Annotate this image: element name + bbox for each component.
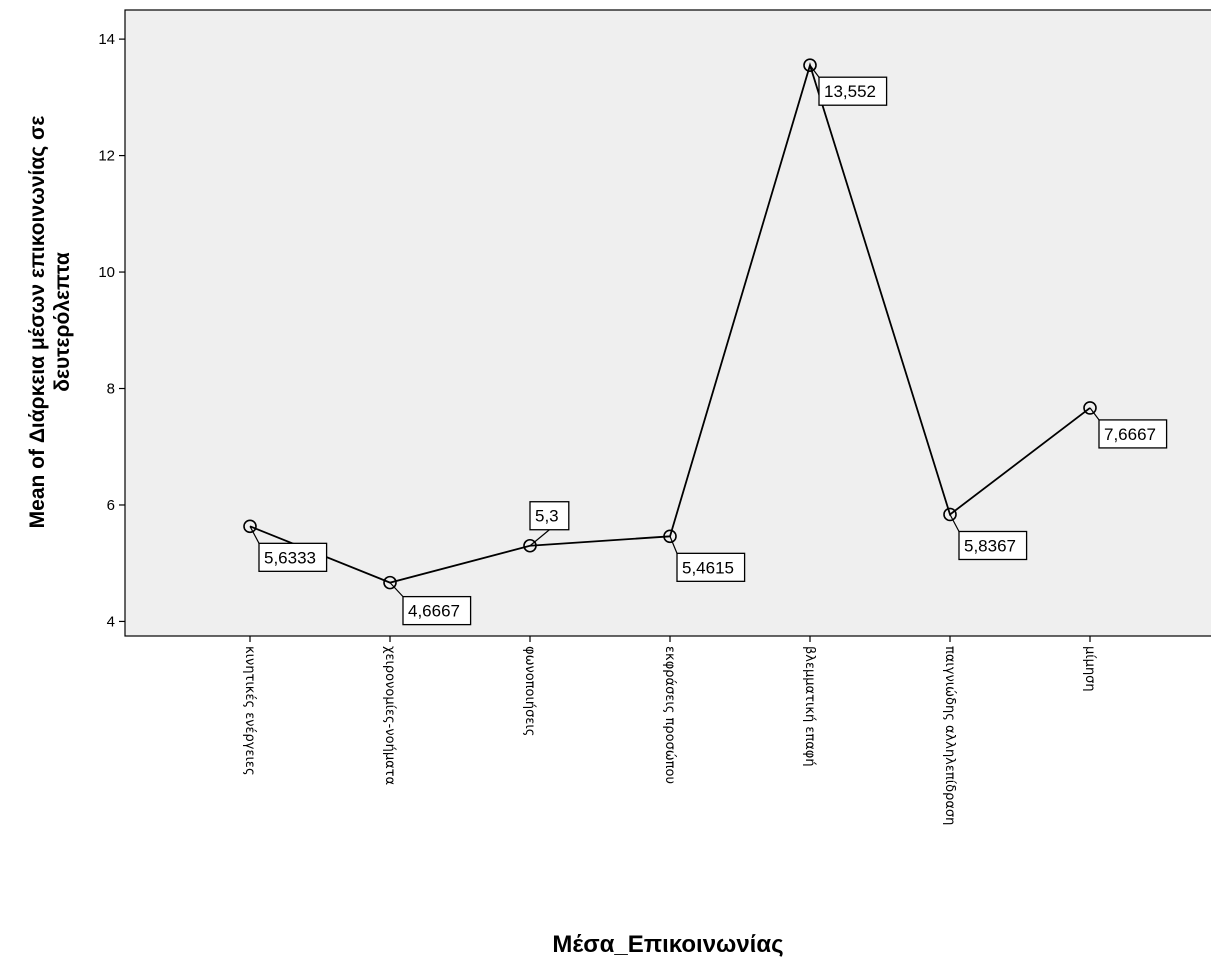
y-tick-label: 14 [98, 31, 115, 48]
data-label: 13,552 [824, 82, 876, 101]
data-label-box [676, 552, 746, 582]
data-point-marker [803, 58, 817, 73]
data-label: 5,3 [535, 507, 559, 526]
data-label-leader [1089, 407, 1100, 421]
data-point-marker [383, 575, 397, 590]
y-tick-label: 12 [98, 148, 115, 165]
data-point-marker [663, 529, 677, 544]
data-label: 7,6667 [1104, 425, 1156, 444]
data-label-leader [809, 64, 820, 78]
x-tick-label: εκφράσεις προσώπου [662, 646, 677, 784]
data-label: 5,8367 [964, 536, 1016, 555]
y-axis: 4 6 8 10 12 14 [98, 31, 125, 630]
data-label-box [402, 595, 472, 626]
y-tick-label: 6 [107, 497, 115, 514]
y-tick-label: 10 [98, 264, 115, 281]
data-label-box [958, 530, 1028, 561]
x-tick-label: βλεμματική επαφή [802, 646, 817, 767]
x-tick-label: παιγνιώδης αλληλεπίδραση [942, 646, 957, 825]
data-label-box [258, 542, 328, 572]
data-point-marker [243, 519, 257, 534]
x-tick-label: μίμηση [1082, 646, 1097, 692]
data-label-leader [389, 582, 404, 598]
data-labels: 5,6333 4,6667 5,3 5,4615 13,552 5,8367 7,6667 [249, 64, 1168, 626]
x-tick-label: φωνοποιήσεις [522, 646, 537, 736]
data-label-leader [529, 529, 550, 547]
y-tick-label: 8 [107, 381, 115, 398]
data-point-marker [1083, 401, 1097, 415]
y-axis-title-line2: δευτερόλεπτα [51, 252, 74, 392]
data-label-box [529, 501, 570, 531]
y-tick-label: 4 [107, 613, 115, 630]
data-label: 5,4615 [682, 558, 734, 577]
data-point-marker [943, 507, 957, 522]
data-label-leader [949, 514, 960, 532]
plot-area [124, 9, 1211, 637]
data-label-leader [249, 526, 260, 544]
y-axis-title: Mean of Διάρκεια μέσων επικοινωνίας σε [26, 116, 49, 529]
data-label-leader [669, 536, 678, 554]
data-label-box [818, 76, 888, 106]
data-label-box [1098, 419, 1168, 449]
x-tick-label: χειρονομίες-νοήματα [382, 646, 397, 785]
data-label: 5,6333 [264, 548, 316, 567]
x-axis-title: Μέσα_Επικοινωνίας [552, 931, 783, 958]
x-axis: κινητικές ενέργειες χειρονομίες-νοήματα φω… [242, 636, 1097, 825]
data-point-marker [523, 538, 537, 553]
data-label: 4,6667 [408, 602, 460, 621]
x-tick-label: κινητικές ενέργειες [242, 646, 257, 776]
